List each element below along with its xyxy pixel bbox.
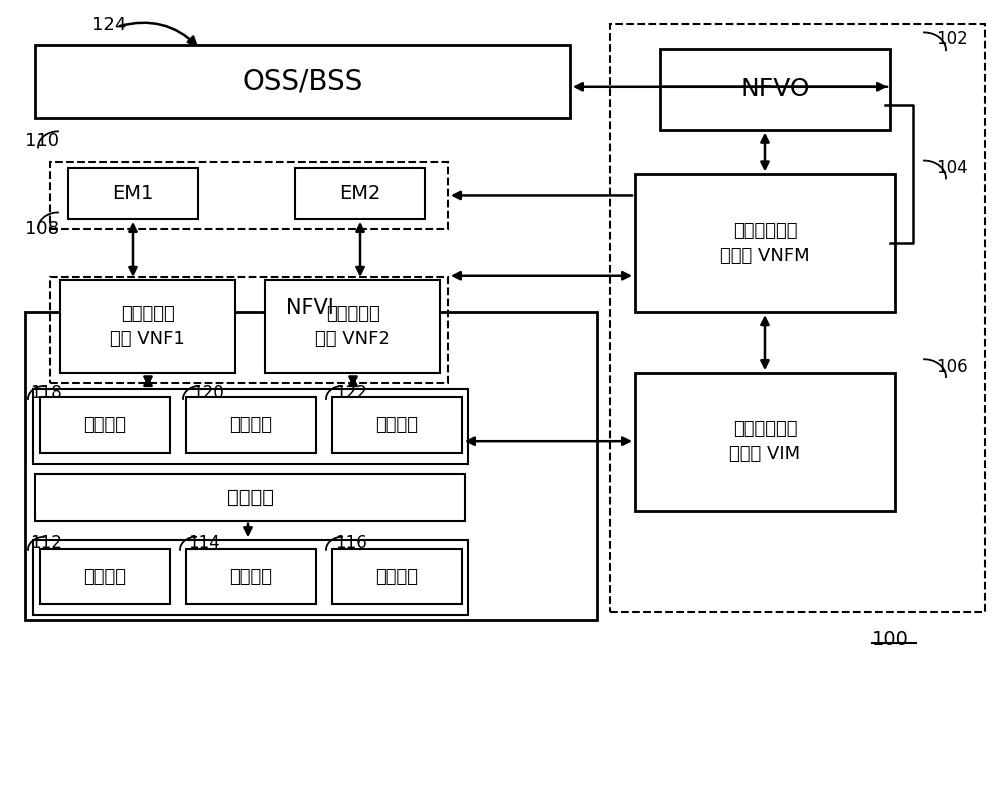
Text: 124: 124 <box>92 16 126 34</box>
Text: EM1: EM1 <box>112 184 154 203</box>
Text: 120: 120 <box>192 384 224 401</box>
FancyBboxPatch shape <box>186 549 316 604</box>
Text: 102: 102 <box>936 30 968 48</box>
Text: 存储硬件: 存储硬件 <box>230 568 272 586</box>
Text: 网络硬件: 网络硬件 <box>376 568 418 586</box>
Text: 虚拟基础设施
管理器 VIM: 虚拟基础设施 管理器 VIM <box>729 420 801 464</box>
FancyBboxPatch shape <box>25 312 597 620</box>
FancyBboxPatch shape <box>295 168 425 219</box>
Text: OSS/BSS: OSS/BSS <box>242 67 363 95</box>
FancyBboxPatch shape <box>60 280 235 373</box>
FancyBboxPatch shape <box>33 389 468 464</box>
Text: 106: 106 <box>936 358 968 375</box>
Text: 虚拟存储: 虚拟存储 <box>230 416 272 434</box>
Text: 虚拟化层: 虚拟化层 <box>226 488 274 507</box>
Text: 计算硬件: 计算硬件 <box>84 568 127 586</box>
Text: 虚拟网络功能
管理器 VNFM: 虚拟网络功能 管理器 VNFM <box>720 221 810 265</box>
FancyBboxPatch shape <box>186 397 316 453</box>
Text: 118: 118 <box>30 384 62 401</box>
Text: EM2: EM2 <box>339 184 381 203</box>
FancyBboxPatch shape <box>33 540 468 615</box>
Text: 116: 116 <box>335 534 367 552</box>
FancyBboxPatch shape <box>35 474 465 521</box>
FancyBboxPatch shape <box>660 49 890 130</box>
FancyBboxPatch shape <box>332 397 462 453</box>
Text: 110: 110 <box>25 132 59 150</box>
Text: NFVO: NFVO <box>740 77 810 101</box>
FancyBboxPatch shape <box>40 549 170 604</box>
FancyBboxPatch shape <box>40 397 170 453</box>
FancyBboxPatch shape <box>635 174 895 312</box>
Text: 108: 108 <box>25 220 59 238</box>
Text: 122: 122 <box>335 384 367 401</box>
Text: 虚拟计算: 虚拟计算 <box>84 416 127 434</box>
Text: 112: 112 <box>30 534 62 552</box>
Text: 100: 100 <box>872 629 909 649</box>
FancyBboxPatch shape <box>68 168 198 219</box>
Text: NFVI: NFVI <box>286 298 334 318</box>
Text: 104: 104 <box>936 159 968 177</box>
Text: 114: 114 <box>188 534 220 552</box>
FancyBboxPatch shape <box>35 45 570 118</box>
FancyBboxPatch shape <box>635 373 895 511</box>
FancyBboxPatch shape <box>265 280 440 373</box>
FancyBboxPatch shape <box>332 549 462 604</box>
Text: 虚拟化网络
功能 VNF1: 虚拟化网络 功能 VNF1 <box>110 305 185 348</box>
Text: 虚拟化网络
功能 VNF2: 虚拟化网络 功能 VNF2 <box>315 305 390 348</box>
Text: 虚拟网络: 虚拟网络 <box>376 416 418 434</box>
